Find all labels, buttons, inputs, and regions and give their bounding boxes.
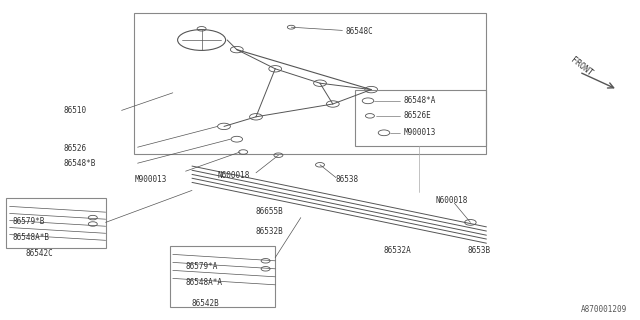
Text: 86579*B: 86579*B xyxy=(13,217,45,226)
Text: 86542C: 86542C xyxy=(26,249,53,258)
Text: 86526E: 86526E xyxy=(403,111,431,120)
Text: 86548*A: 86548*A xyxy=(403,96,436,105)
Text: N600018: N600018 xyxy=(435,196,468,205)
Text: 86548*B: 86548*B xyxy=(64,159,97,168)
Text: 86538: 86538 xyxy=(336,175,359,184)
Text: 8653B: 8653B xyxy=(467,246,490,255)
Text: 86548A*B: 86548A*B xyxy=(13,233,50,242)
Text: 86542B: 86542B xyxy=(192,299,220,308)
Text: N600018: N600018 xyxy=(218,171,250,180)
Text: 86526: 86526 xyxy=(64,144,87,153)
Text: M900013: M900013 xyxy=(403,128,436,137)
Bar xyxy=(6,198,106,248)
Text: 86548A*A: 86548A*A xyxy=(186,278,223,287)
Text: 86510: 86510 xyxy=(64,106,87,115)
Text: A870001209: A870001209 xyxy=(581,305,627,314)
Text: 86655B: 86655B xyxy=(256,207,284,216)
Text: 86548C: 86548C xyxy=(346,27,373,36)
Text: M900013: M900013 xyxy=(134,175,167,184)
Bar xyxy=(170,246,275,307)
Text: 86532B: 86532B xyxy=(256,227,284,236)
Bar xyxy=(355,90,486,146)
Text: FRONT: FRONT xyxy=(568,55,593,77)
Bar xyxy=(134,13,486,154)
Text: 86532A: 86532A xyxy=(384,246,412,255)
Text: 86579*A: 86579*A xyxy=(186,262,218,271)
